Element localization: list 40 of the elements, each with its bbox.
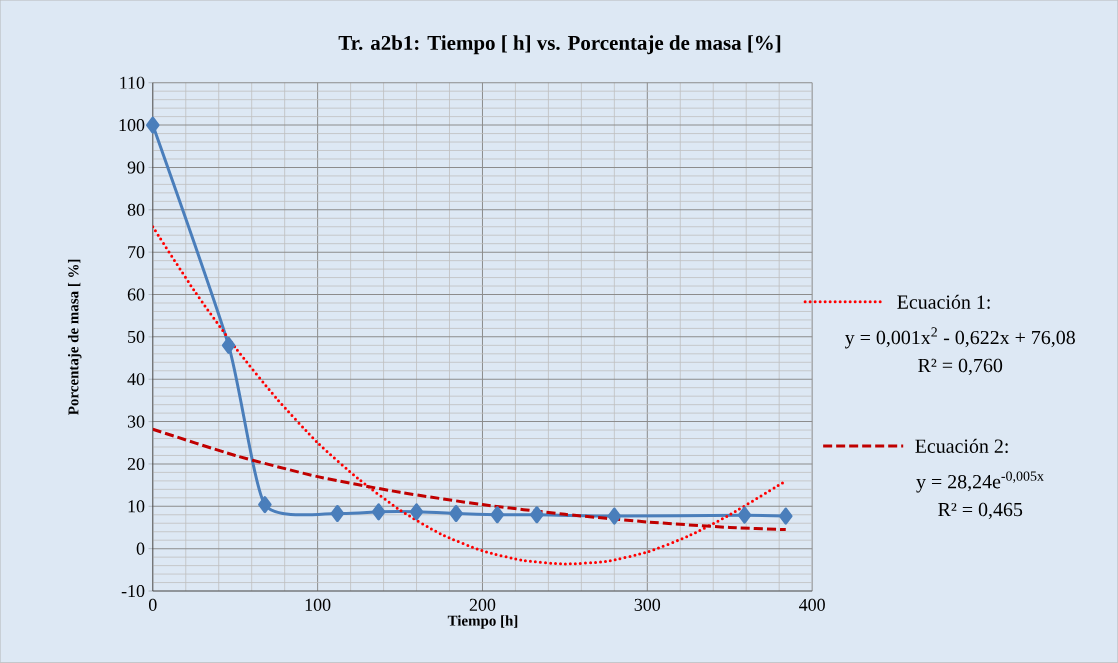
x-tick-label: 100 [305, 598, 331, 612]
point [737, 506, 752, 524]
y-axis-title: Porcentaje de masa [ %] [67, 259, 82, 416]
y-tick-label: 80 [127, 203, 145, 216]
y-tick-label: 70 [128, 246, 145, 259]
point [258, 496, 272, 514]
point [449, 505, 463, 523]
x-tick-label: 200 [469, 598, 496, 612]
chart-title: Tr. a2b1: Tiempo [ h] vs. Porcentaje de masa [%] [338, 35, 781, 55]
y-tick-label: 10 [128, 500, 145, 513]
point [409, 503, 424, 521]
y-tick-label: 110 [120, 76, 145, 89]
y-tick-label: 100 [119, 119, 145, 132]
point [530, 506, 544, 524]
y-tick-label: 50 [128, 330, 145, 344]
y-tick-label: 90 [127, 161, 145, 174]
legend-label: Ecuación 2: [915, 438, 1008, 454]
text: y = 28,24e$^{-0,005x}$ [916, 471, 1044, 493]
text: R² = 0,465 [938, 502, 1023, 520]
text: R² = 0,760 [918, 358, 1003, 376]
y-tick-label: 40 [127, 373, 145, 386]
point [779, 507, 793, 525]
y-tick-label: 0 [136, 542, 145, 555]
text: y = 0,001x$^{2}$ - 0,622x + 76,08 [844, 327, 1075, 349]
y-tick-label: 20 [127, 458, 145, 471]
x-tick-label: 400 [799, 598, 825, 612]
y-tick-label: 30 [127, 415, 145, 428]
x-tick-label: 0 [148, 598, 157, 612]
legend-label: Ecuación 1: [897, 294, 990, 310]
x-axis-title: Tiempo [h] [447, 615, 518, 629]
point [371, 503, 386, 521]
line-series [152, 427, 788, 532]
point [330, 505, 345, 523]
point [607, 507, 622, 525]
point [146, 116, 160, 134]
x-tick-label: 300 [634, 598, 661, 612]
y-tick-label: 60 [127, 288, 145, 301]
point [490, 506, 505, 524]
y-tick-label: -10 [121, 585, 145, 598]
point [221, 336, 236, 354]
